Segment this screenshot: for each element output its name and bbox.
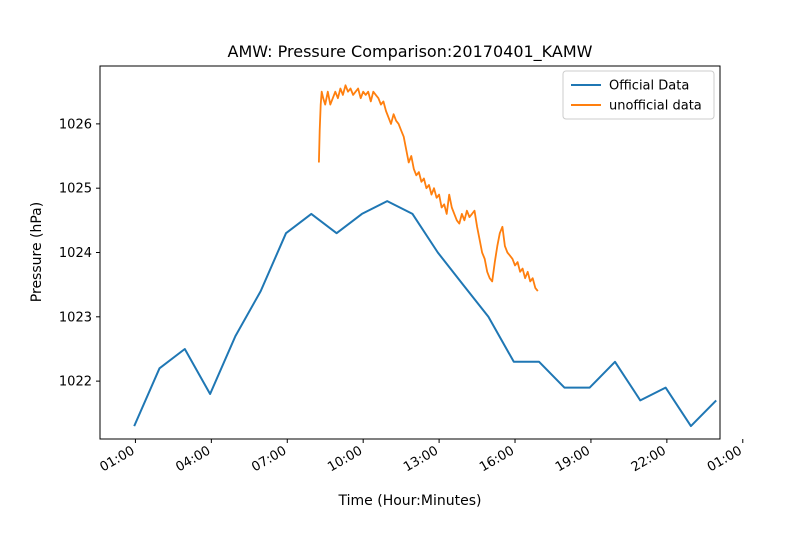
x-tick-label: 22:00: [629, 443, 669, 475]
x-axis-label: Time (Hour:Minutes): [338, 493, 482, 509]
x-axis: 01:00 04:00 07:00 10:00 13:00 16:00 19:00 22:00…: [97, 439, 745, 475]
x-tick-label: 01:00: [705, 443, 745, 475]
x-tick-label: 19:00: [553, 443, 593, 475]
legend-label: Official Data: [609, 79, 689, 94]
y-tick-label: 1022: [59, 375, 92, 390]
y-tick-label: 1025: [59, 182, 92, 197]
x-tick-label: 10:00: [325, 443, 365, 475]
x-tick-label: 01:00: [97, 443, 137, 475]
y-tick-label: 1026: [59, 117, 92, 132]
plot-layer: [133, 84, 717, 428]
series-line-1: [133, 200, 717, 428]
y-tick-label: 1024: [59, 246, 92, 261]
x-tick-label: 13:00: [401, 443, 441, 475]
legend: Official Data unofficial data: [562, 70, 715, 120]
legend-label: unofficial data: [609, 99, 702, 114]
series-line-2: [318, 84, 539, 292]
chart-title: AMW: Pressure Comparison:20170401_KAMW: [228, 42, 593, 62]
y-axis-label: Pressure (hPa): [29, 202, 45, 302]
x-tick-label: 16:00: [477, 443, 517, 475]
y-tick-label: 1023: [59, 310, 92, 325]
plot-frame: [99, 65, 721, 440]
x-tick-label: 07:00: [249, 443, 289, 475]
y-axis: 1022 1023 1024 1025 1026: [59, 117, 100, 390]
legend-box: [562, 70, 715, 120]
x-tick-label: 04:00: [173, 443, 213, 475]
